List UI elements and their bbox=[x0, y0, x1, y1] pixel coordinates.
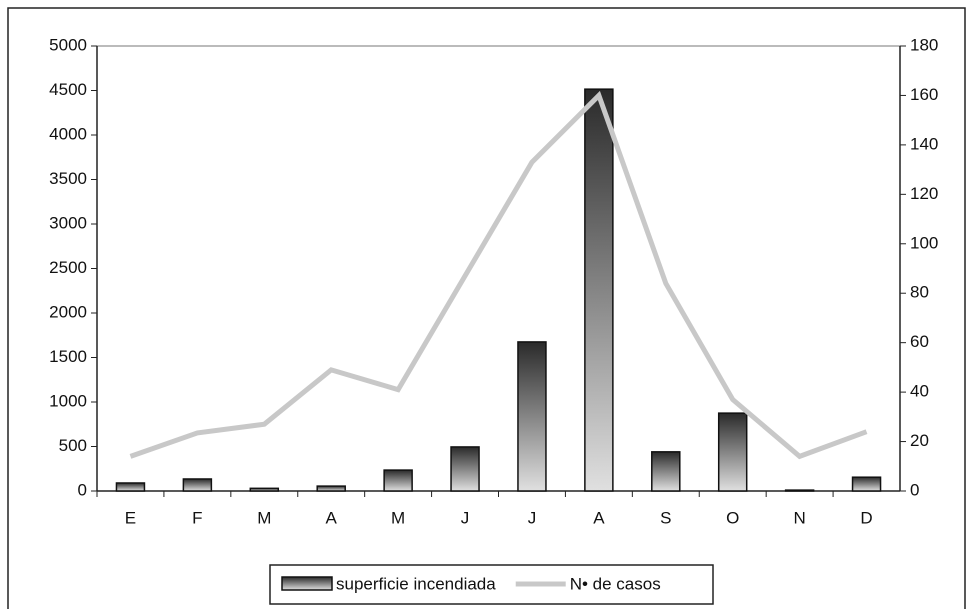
x-tick-label: A bbox=[593, 508, 605, 527]
bar bbox=[584, 88, 614, 492]
y2-tick-label: 140 bbox=[910, 134, 938, 153]
x-tick-label: N bbox=[793, 508, 805, 527]
x-tick-label: J bbox=[528, 508, 537, 527]
x-tick-label: A bbox=[326, 508, 338, 527]
y2-tick-label: 80 bbox=[910, 283, 929, 302]
y-tick-label: 1000 bbox=[49, 391, 87, 410]
x-tick-label: M bbox=[257, 508, 271, 527]
y2-tick-label: 120 bbox=[910, 184, 938, 203]
bar bbox=[717, 412, 748, 492]
y2-tick-label: 60 bbox=[910, 332, 929, 351]
y-tick-label: 0 bbox=[78, 480, 87, 499]
y-tick-label: 4500 bbox=[49, 80, 87, 99]
y-tick-label: 4000 bbox=[49, 124, 87, 143]
legend-label: superficie incendiada bbox=[336, 574, 496, 593]
y2-tick-label: 100 bbox=[910, 233, 938, 252]
legend-swatch bbox=[281, 576, 333, 591]
bar bbox=[249, 487, 280, 492]
bar bbox=[316, 485, 346, 492]
bar bbox=[182, 478, 213, 492]
bar bbox=[383, 469, 413, 492]
bar bbox=[851, 476, 882, 492]
y-tick-label: 3500 bbox=[49, 169, 87, 188]
y-tick-label: 2500 bbox=[49, 258, 87, 277]
x-tick-label: F bbox=[192, 508, 202, 527]
y-tick-label: 1500 bbox=[49, 347, 87, 366]
bar bbox=[651, 451, 681, 492]
x-tick-label: M bbox=[391, 508, 405, 527]
y-tick-label: 5000 bbox=[49, 35, 87, 54]
bar bbox=[115, 482, 146, 492]
bar bbox=[450, 446, 480, 492]
x-tick-label: J bbox=[461, 508, 470, 527]
y-tick-label: 2000 bbox=[49, 302, 87, 321]
x-tick-label: S bbox=[660, 508, 671, 527]
y2-tick-label: 0 bbox=[910, 480, 919, 499]
y-tick-label: 500 bbox=[59, 436, 87, 455]
y2-tick-label: 180 bbox=[910, 35, 938, 54]
legend-label: N• de casos bbox=[570, 574, 661, 593]
x-tick-label: E bbox=[125, 508, 136, 527]
legend-box bbox=[269, 564, 714, 605]
line bbox=[129, 90, 868, 460]
bar bbox=[517, 341, 547, 492]
y2-tick-label: 20 bbox=[910, 431, 929, 450]
y2-tick-label: 160 bbox=[910, 85, 938, 104]
frame bbox=[7, 7, 966, 609]
y2-tick-label: 40 bbox=[910, 382, 929, 401]
x-tick-label: O bbox=[726, 508, 739, 527]
y-tick-label: 3000 bbox=[49, 213, 87, 232]
bar bbox=[784, 489, 815, 492]
x-tick-label: D bbox=[860, 508, 872, 527]
